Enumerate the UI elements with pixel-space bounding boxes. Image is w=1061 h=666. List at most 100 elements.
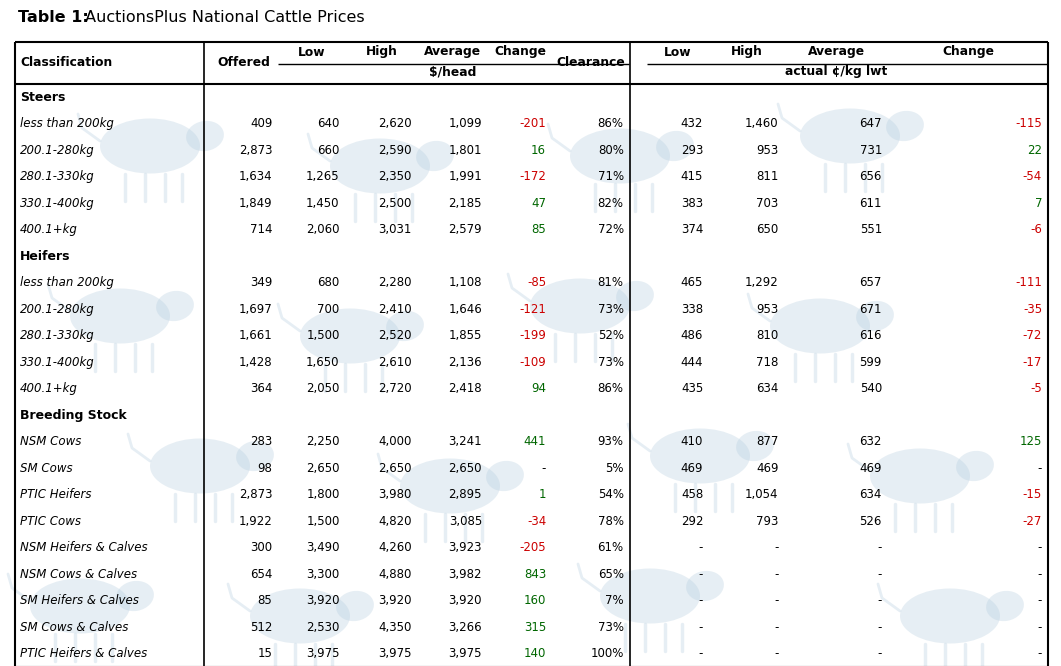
Text: 7: 7 [1034, 196, 1042, 210]
Text: Average: Average [807, 45, 865, 59]
Text: 1,801: 1,801 [449, 144, 482, 157]
Text: 400.1+kg: 400.1+kg [20, 382, 77, 395]
Text: 85: 85 [258, 594, 273, 607]
Text: 3,266: 3,266 [449, 621, 482, 634]
Text: 1,849: 1,849 [239, 196, 273, 210]
Text: 1,661: 1,661 [239, 329, 273, 342]
Text: -: - [699, 541, 703, 554]
Text: 441: 441 [524, 436, 546, 448]
Text: less than 200kg: less than 200kg [20, 117, 114, 131]
Text: 2,350: 2,350 [379, 170, 412, 183]
Text: 94: 94 [532, 382, 546, 395]
Text: 731: 731 [859, 144, 882, 157]
Text: 660: 660 [317, 144, 340, 157]
Text: 1,500: 1,500 [307, 515, 340, 527]
Text: 3,241: 3,241 [449, 436, 482, 448]
Text: 85: 85 [532, 223, 546, 236]
Text: 811: 811 [756, 170, 779, 183]
Text: 409: 409 [250, 117, 273, 131]
Text: -: - [877, 621, 882, 634]
Text: 81%: 81% [597, 276, 624, 289]
Ellipse shape [237, 441, 274, 471]
Text: AuctionsPlus National Cattle Prices: AuctionsPlus National Cattle Prices [80, 11, 365, 25]
Text: 78%: 78% [597, 515, 624, 527]
Text: Low: Low [664, 45, 692, 59]
Text: 1,450: 1,450 [306, 196, 340, 210]
Ellipse shape [570, 129, 669, 184]
Text: -: - [1038, 647, 1042, 660]
Text: 200.1-280kg: 200.1-280kg [20, 144, 94, 157]
Text: 16: 16 [532, 144, 546, 157]
Text: 634: 634 [859, 488, 882, 501]
Text: 283: 283 [250, 436, 273, 448]
Text: 4,350: 4,350 [379, 621, 412, 634]
Text: actual ¢/kg lwt: actual ¢/kg lwt [785, 65, 887, 79]
Text: 718: 718 [756, 356, 779, 369]
Text: 1,460: 1,460 [745, 117, 779, 131]
Ellipse shape [886, 111, 924, 141]
Text: 2,410: 2,410 [378, 303, 412, 316]
Text: Low: Low [298, 45, 326, 59]
Text: -: - [877, 594, 882, 607]
Text: -121: -121 [519, 303, 546, 316]
Text: Average: Average [424, 45, 482, 59]
Text: 300: 300 [250, 541, 273, 554]
Text: PTIC Heifers: PTIC Heifers [20, 488, 91, 501]
Text: 61%: 61% [597, 541, 624, 554]
Text: 93%: 93% [597, 436, 624, 448]
Text: -54: -54 [1023, 170, 1042, 183]
Text: 330.1-400kg: 330.1-400kg [20, 196, 94, 210]
Text: 5%: 5% [605, 462, 624, 475]
Text: 2,579: 2,579 [449, 223, 482, 236]
Text: Clearance: Clearance [557, 55, 625, 69]
Ellipse shape [686, 571, 724, 601]
Text: 616: 616 [859, 329, 882, 342]
Text: 611: 611 [859, 196, 882, 210]
Text: High: High [366, 45, 398, 59]
Text: Breeding Stock: Breeding Stock [20, 409, 126, 422]
Text: 383: 383 [681, 196, 703, 210]
Text: -35: -35 [1023, 303, 1042, 316]
Text: 1,428: 1,428 [239, 356, 273, 369]
Text: 3,975: 3,975 [379, 647, 412, 660]
Text: 671: 671 [859, 303, 882, 316]
Text: 793: 793 [756, 515, 779, 527]
Text: 98: 98 [258, 462, 273, 475]
Text: 2,650: 2,650 [306, 462, 340, 475]
Text: 2,050: 2,050 [307, 382, 340, 395]
Ellipse shape [330, 139, 430, 194]
Ellipse shape [856, 301, 893, 331]
Text: 1,108: 1,108 [449, 276, 482, 289]
Ellipse shape [656, 131, 694, 161]
Text: 4,260: 4,260 [378, 541, 412, 554]
Ellipse shape [30, 579, 131, 633]
Text: 444: 444 [681, 356, 703, 369]
Text: 1,634: 1,634 [239, 170, 273, 183]
Text: -: - [1038, 594, 1042, 607]
Text: NSM Heifers & Calves: NSM Heifers & Calves [20, 541, 147, 554]
Text: -: - [775, 541, 779, 554]
Text: 292: 292 [681, 515, 703, 527]
Text: 1,646: 1,646 [449, 303, 482, 316]
Text: 657: 657 [859, 276, 882, 289]
Ellipse shape [956, 451, 994, 481]
Text: 599: 599 [859, 356, 882, 369]
Text: 200.1-280kg: 200.1-280kg [20, 303, 94, 316]
Ellipse shape [416, 141, 454, 171]
Text: Change: Change [494, 45, 546, 59]
Text: 953: 953 [756, 303, 779, 316]
Text: 810: 810 [756, 329, 779, 342]
Text: 330.1-400kg: 330.1-400kg [20, 356, 94, 369]
Text: 640: 640 [317, 117, 340, 131]
Text: 3,300: 3,300 [307, 567, 340, 581]
Ellipse shape [186, 121, 224, 151]
Text: -: - [775, 594, 779, 607]
Ellipse shape [800, 109, 900, 163]
Text: 1,265: 1,265 [306, 170, 340, 183]
Ellipse shape [100, 119, 201, 174]
Text: 714: 714 [250, 223, 273, 236]
Text: 2,530: 2,530 [307, 621, 340, 634]
Text: 2,418: 2,418 [449, 382, 482, 395]
Text: $/head: $/head [430, 65, 476, 79]
Text: 2,620: 2,620 [378, 117, 412, 131]
